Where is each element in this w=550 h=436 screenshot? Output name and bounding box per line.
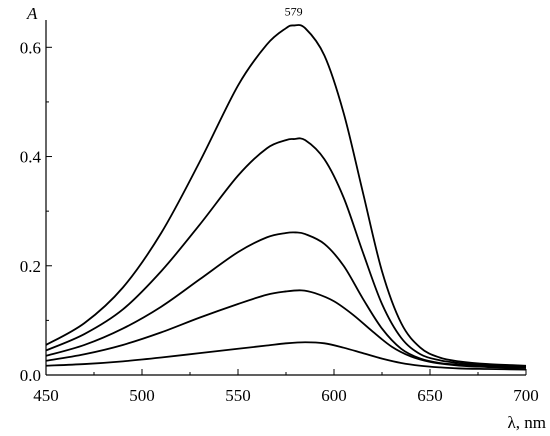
- x-tick-label: 500: [129, 386, 155, 405]
- x-tick-label: 450: [33, 386, 59, 405]
- x-tick-label: 600: [321, 386, 347, 405]
- y-tick-label: 0.4: [20, 148, 42, 167]
- series-line-5: [45, 341, 527, 371]
- x-axis-title: λ, nm: [508, 413, 546, 432]
- series-line-2: [45, 137, 527, 368]
- ticks: 450 500 550 600 650 700 0.0 0.2 0.4 0.6: [20, 38, 539, 405]
- x-tick-label: 700: [513, 386, 539, 405]
- y-tick-label: 0.2: [20, 257, 41, 276]
- axes: [45, 20, 526, 376]
- y-axis-title: A: [26, 4, 38, 23]
- series-line-1: [45, 24, 527, 367]
- series-group: [45, 24, 527, 371]
- annotations: 579: [285, 4, 303, 18]
- x-tick-label: 650: [417, 386, 443, 405]
- y-tick-label: 0.6: [20, 38, 41, 57]
- y-tick-label: 0.0: [20, 366, 41, 385]
- x-tick-label: 550: [225, 386, 251, 405]
- peak-annotation: 579: [285, 4, 303, 18]
- series-line-4: [45, 289, 527, 369]
